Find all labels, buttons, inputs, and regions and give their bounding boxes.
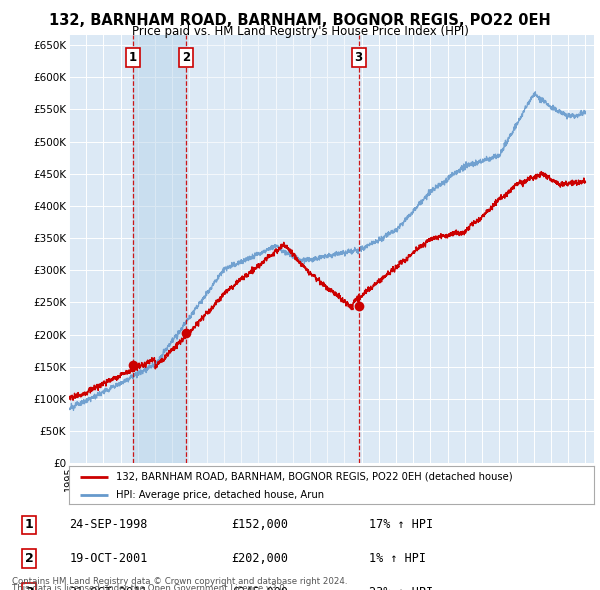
Text: 132, BARNHAM ROAD, BARNHAM, BOGNOR REGIS, PO22 0EH: 132, BARNHAM ROAD, BARNHAM, BOGNOR REGIS… [49,13,551,28]
Text: 2: 2 [182,51,190,64]
Text: 17% ↑ HPI: 17% ↑ HPI [369,519,433,532]
Text: HPI: Average price, detached house, Arun: HPI: Average price, detached house, Arun [116,490,325,500]
Text: 24-SEP-1998: 24-SEP-1998 [70,519,148,532]
Text: £152,000: £152,000 [231,519,288,532]
Text: 31-OCT-2011: 31-OCT-2011 [70,586,148,590]
Text: 2: 2 [25,552,34,565]
Text: £202,000: £202,000 [231,552,288,565]
Text: 132, BARNHAM ROAD, BARNHAM, BOGNOR REGIS, PO22 0EH (detached house): 132, BARNHAM ROAD, BARNHAM, BOGNOR REGIS… [116,472,513,482]
Text: 1% ↑ HPI: 1% ↑ HPI [369,552,426,565]
Bar [133,35,186,463]
Text: 1: 1 [25,519,34,532]
Text: 1: 1 [129,51,137,64]
Text: This data is licensed under the Open Government Licence v3.0.: This data is licensed under the Open Gov… [12,584,287,590]
Text: 19-OCT-2001: 19-OCT-2001 [70,552,148,565]
Text: 23% ↓ HPI: 23% ↓ HPI [369,586,433,590]
Text: Price paid vs. HM Land Registry's House Price Index (HPI): Price paid vs. HM Land Registry's House … [131,25,469,38]
Bar [186,35,359,463]
Text: 3: 3 [25,586,34,590]
Text: Contains HM Land Registry data © Crown copyright and database right 2024.: Contains HM Land Registry data © Crown c… [12,577,347,586]
Text: £245,000: £245,000 [231,586,288,590]
Text: 3: 3 [355,51,363,64]
